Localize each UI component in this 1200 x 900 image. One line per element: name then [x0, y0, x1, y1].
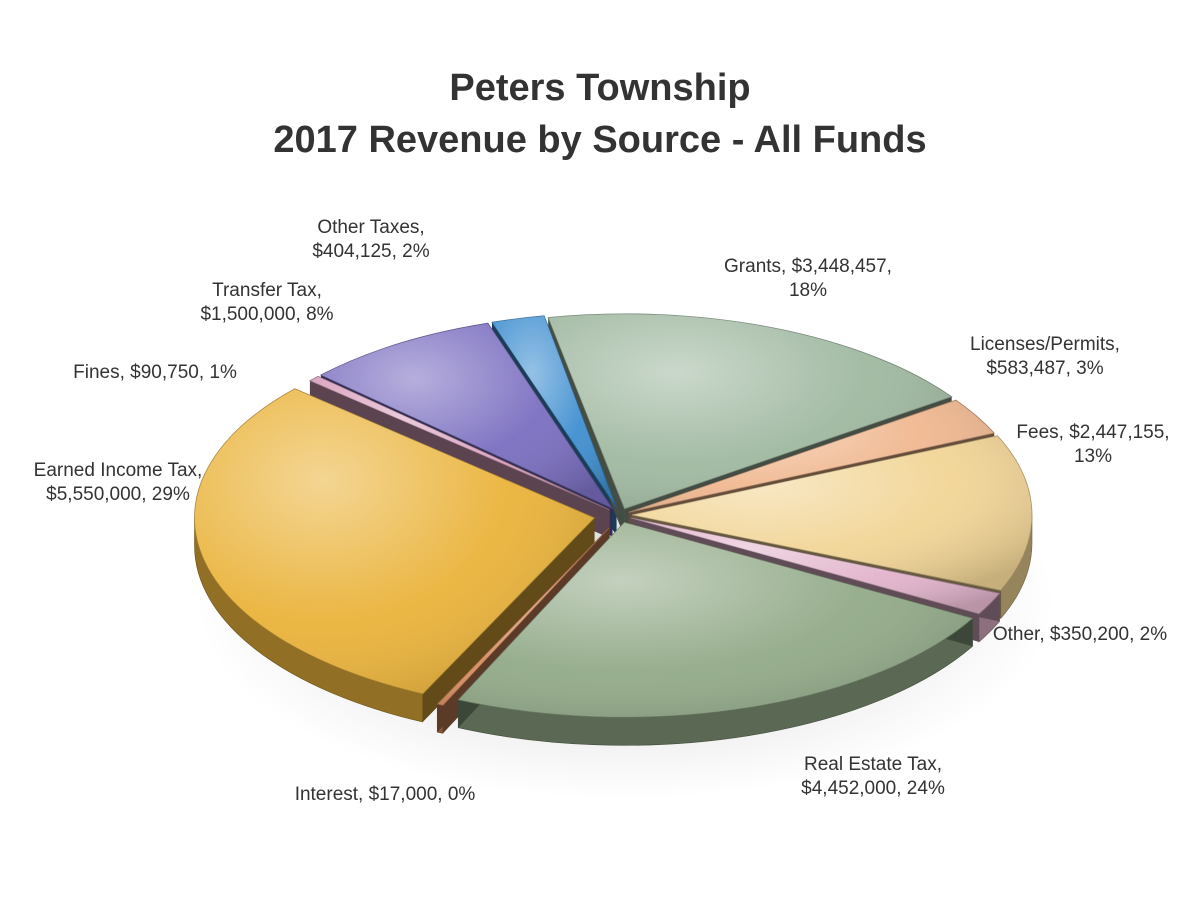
- chart-title: Peters Township: [449, 67, 751, 109]
- slice-wall-earned-income-tax-0: [422, 517, 595, 722]
- slice-highlight-other: [630, 517, 1000, 614]
- slice-highlight-interest: [437, 527, 610, 706]
- slice-highlight-earned-income-tax: [194, 388, 595, 694]
- slice-highlight-fees: [631, 435, 1032, 591]
- slice-label-grants: Grants, $3,448,457, 18%: [724, 256, 892, 301]
- slice-label-other: Other, $350,200, 2%: [993, 624, 1167, 645]
- slice-highlight-transfer-tax: [320, 323, 613, 509]
- slice-label-other-taxes: Other Taxes, $404,125, 2%: [312, 217, 429, 262]
- slice-label-real-estate-tax: Real Estate Tax, $4,452,000, 24%: [801, 754, 945, 799]
- slice-label-interest: Interest, $17,000, 0%: [295, 784, 476, 805]
- slice-label-earned-income-tax: Earned Income Tax, $5,550,000, 29%: [34, 460, 203, 505]
- pie-labels: Grants, $3,448,457, 18% Licenses/Permits, $…: [34, 217, 1170, 805]
- slice-highlight-other-taxes: [491, 315, 617, 508]
- pie-tops: [194, 313, 1033, 718]
- chart-title-block: Peters Township 2017 Revenue by Source -…: [0, 62, 1200, 166]
- slice-highlight-fines: [309, 376, 610, 510]
- chart-subtitle: 2017 Revenue by Source - All Funds: [273, 119, 927, 161]
- slice-label-transfer-tax: Transfer Tax, $1,500,000, 8%: [200, 280, 333, 325]
- slice-highlight-licenses-permits: [628, 400, 995, 513]
- slice-label-fees: Fees, $2,447,155, 13%: [1016, 422, 1169, 467]
- slice-highlight-grants: [548, 313, 952, 509]
- slice-label-licenses-permits: Licenses/Permits, $583,487, 3%: [970, 334, 1120, 379]
- slice-label-fines: Fines, $90,750, 1%: [73, 362, 237, 383]
- slice-highlight-real-estate-tax: [458, 522, 973, 718]
